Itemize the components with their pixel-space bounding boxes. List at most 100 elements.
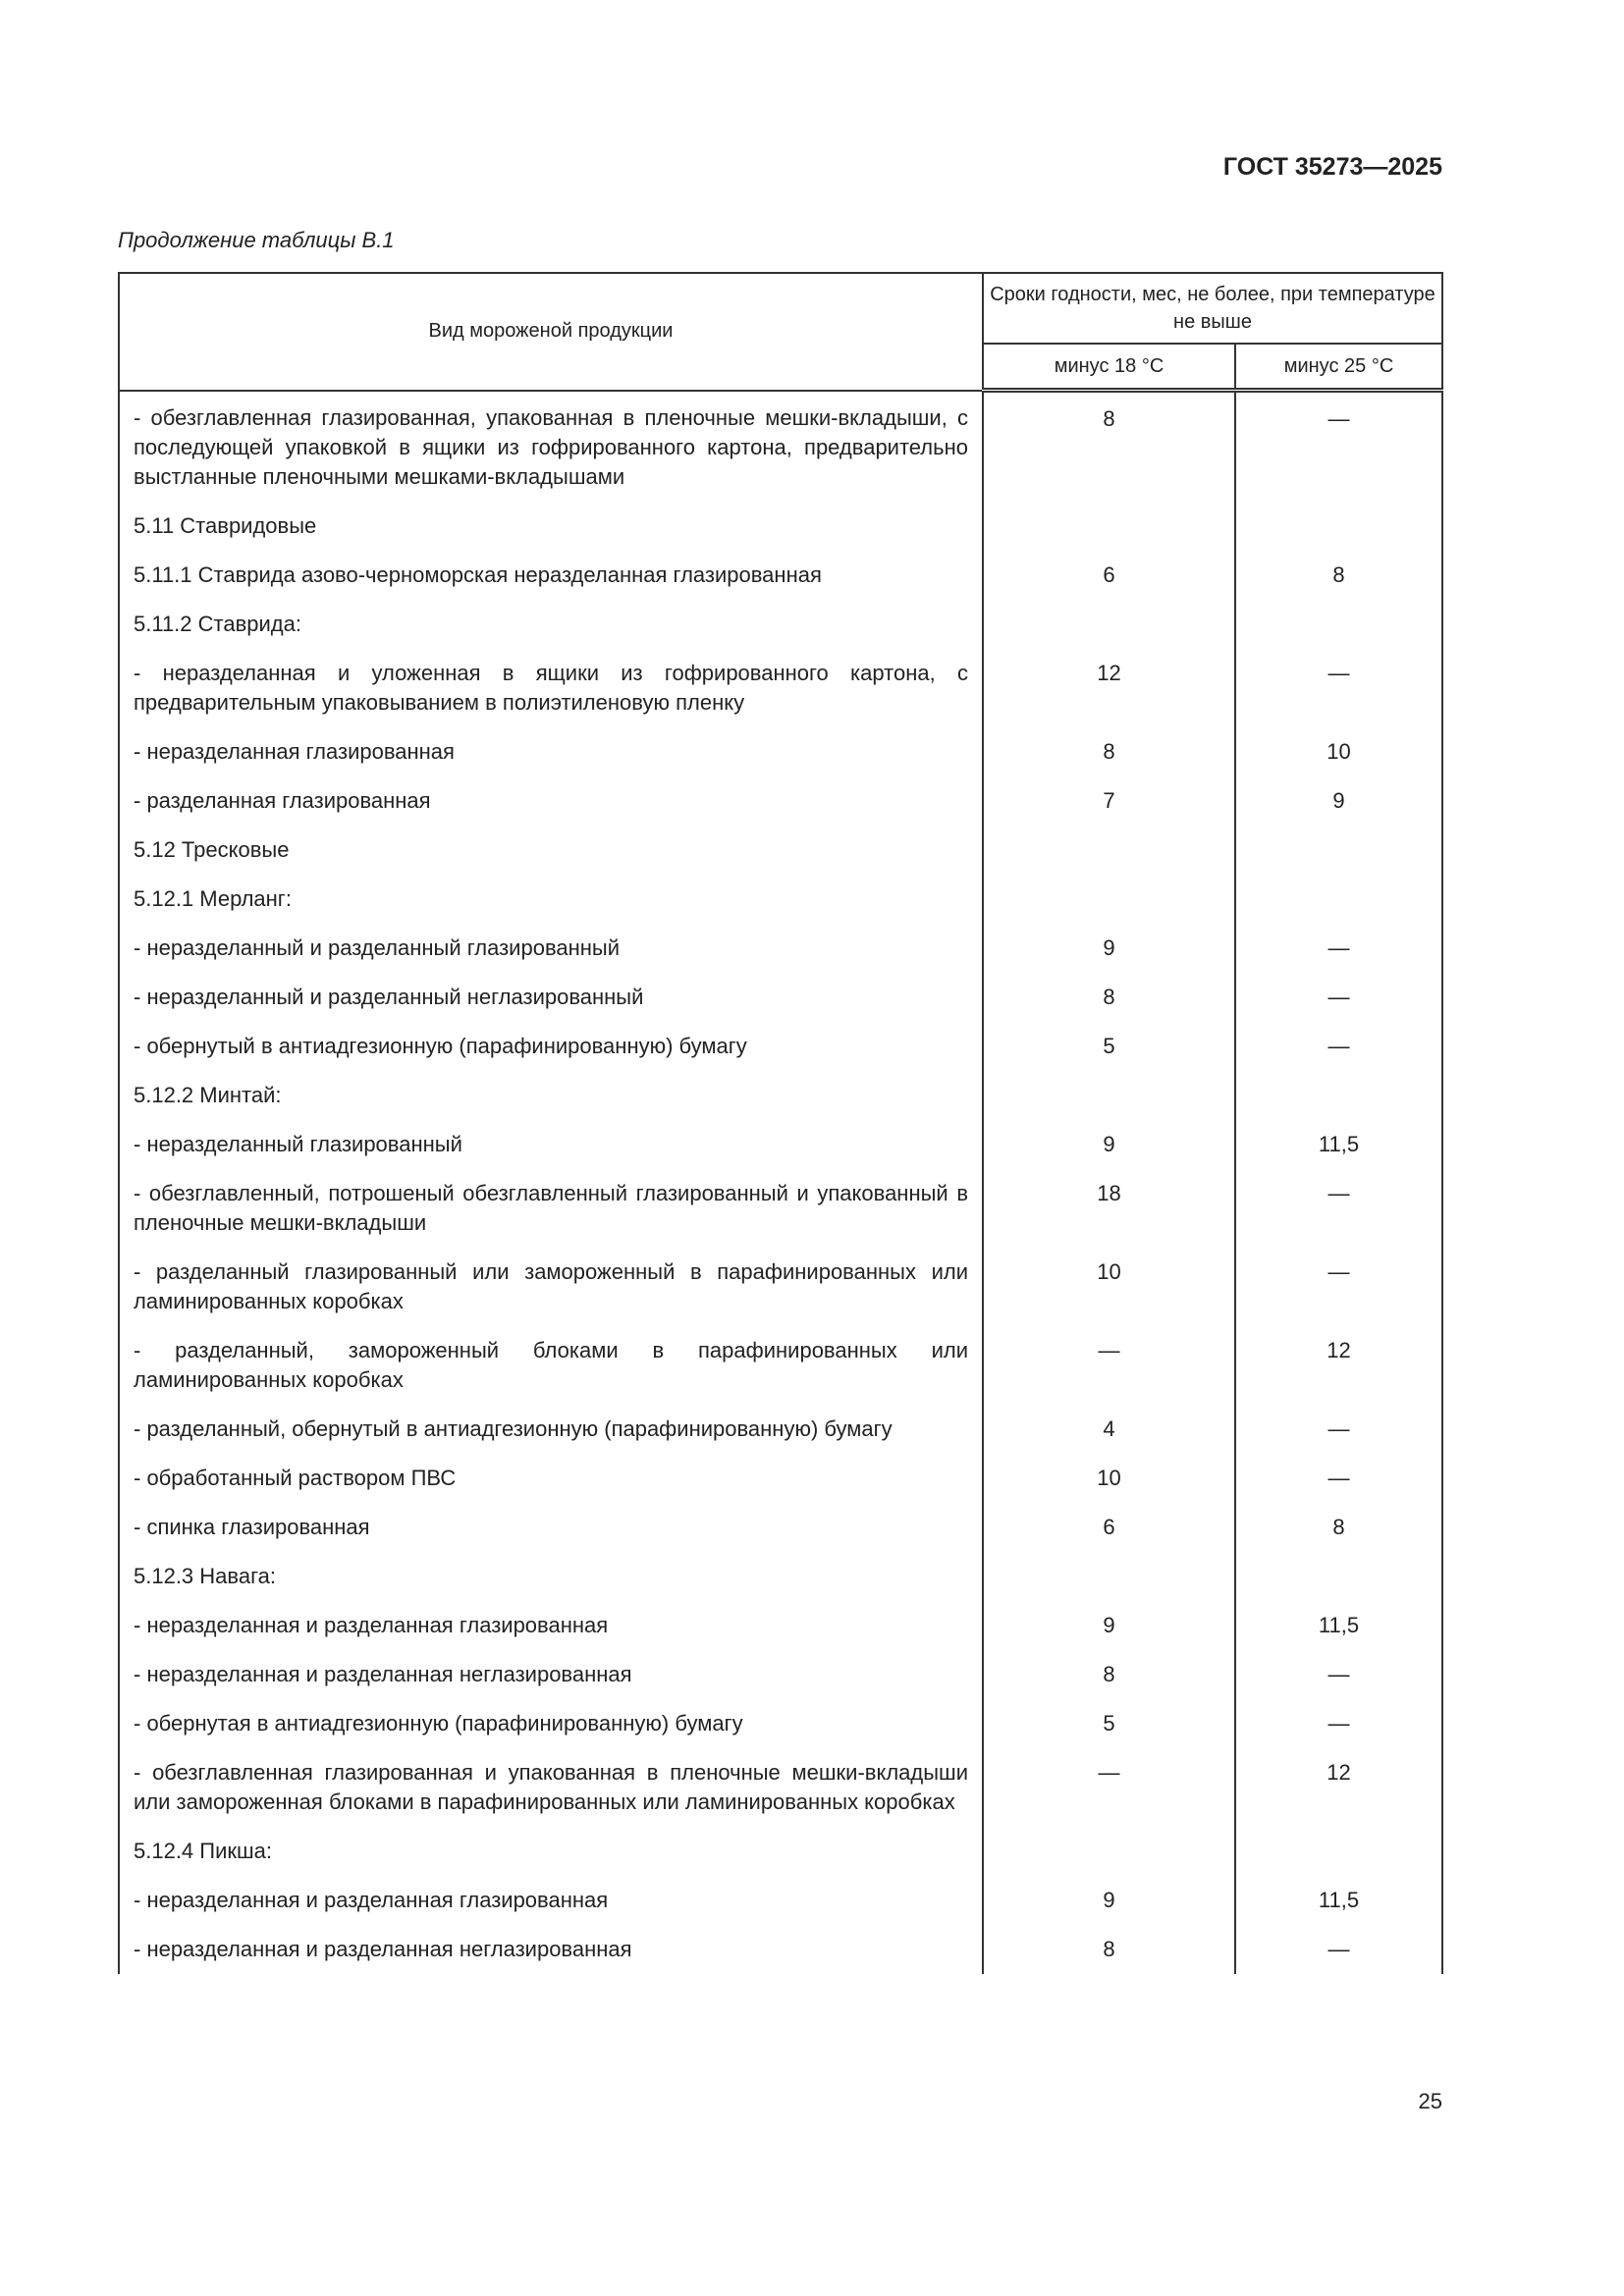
product-cell: - обработанный раствором ПВС — [118, 1453, 984, 1503]
product-cell: - разделанная глазированная — [118, 775, 984, 826]
minus18-cell — [982, 599, 1236, 649]
table-row: - обработанный раствором ПВС 10— — [118, 1453, 1443, 1503]
shelf-life-table: Вид мороженой продукции Сроки годности, … — [118, 272, 1443, 1974]
product-cell: - обернутый в антиадгезионную (парафинир… — [118, 1021, 984, 1071]
minus18-cell: 5 — [982, 1698, 1236, 1748]
minus25-cell: — — [1234, 1924, 1443, 1974]
product-cell: - разделанный глазированный или замороже… — [118, 1247, 984, 1326]
minus18-cell: 18 — [982, 1168, 1236, 1248]
minus25-cell — [1234, 1070, 1443, 1120]
table-row: 5.11.1 Ставрида азово-черноморская нераз… — [118, 550, 1443, 600]
product-cell: 5.12 Тресковые — [118, 825, 984, 875]
product-cell: - неразделанная и разделанная неглазиров… — [118, 1649, 984, 1699]
minus18-cell: 8 — [982, 1924, 1236, 1974]
minus18-cell: 8 — [982, 726, 1236, 776]
table-row: 5.12.2 Минтай: — [118, 1070, 1443, 1120]
product-cell: - обезглавленная глазированная, упакован… — [118, 390, 984, 502]
product-cell: - обезглавленная глазированная и упакова… — [118, 1747, 984, 1827]
table-caption: Продолжение таблицы В.1 — [118, 228, 395, 252]
minus18-cell: 6 — [982, 550, 1236, 600]
table-row: - неразделанная и уложенная в ящики из г… — [118, 648, 1443, 727]
product-cell: - неразделанная и уложенная в ящики из г… — [118, 648, 984, 727]
table-row: - обезглавленная глазированная и упакова… — [118, 1747, 1443, 1827]
header-product: Вид мороженой продукции — [118, 272, 984, 392]
table-row: - обернутая в антиадгезионную (парафинир… — [118, 1698, 1443, 1748]
minus25-cell: — — [1234, 1168, 1443, 1248]
minus18-cell — [982, 825, 1236, 875]
table-row: - неразделанная и разделанная глазирован… — [118, 1875, 1443, 1925]
minus18-cell: 6 — [982, 1502, 1236, 1552]
table-row: - неразделанная и разделанная неглазиров… — [118, 1649, 1443, 1699]
minus25-cell: 12 — [1234, 1325, 1443, 1405]
minus18-cell — [982, 501, 1236, 551]
table-row: - обезглавленный, потрошеный обезглавлен… — [118, 1168, 1443, 1248]
header-minus25: минус 25 °С — [1234, 343, 1443, 393]
minus18-cell: 8 — [982, 390, 1236, 502]
minus25-cell: — — [1234, 1247, 1443, 1326]
minus18-cell: — — [982, 1325, 1236, 1405]
product-cell: - разделанный, замороженный блоками в па… — [118, 1325, 984, 1405]
page-number: 25 — [1418, 2089, 1442, 2113]
minus18-cell: 9 — [982, 923, 1236, 973]
table-row: - разделанный, замороженный блоками в па… — [118, 1325, 1443, 1405]
minus25-cell: — — [1234, 1453, 1443, 1503]
minus18-cell: 8 — [982, 972, 1236, 1022]
minus25-cell: — — [1234, 1698, 1443, 1748]
header-minus18: минус 18 °С — [982, 343, 1236, 393]
product-cell: - спинка глазированная — [118, 1502, 984, 1552]
minus18-cell: 8 — [982, 1649, 1236, 1699]
minus18-cell: 4 — [982, 1404, 1236, 1454]
minus18-cell — [982, 1826, 1236, 1876]
product-cell: 5.11.2 Ставрида: — [118, 599, 984, 649]
minus25-cell — [1234, 874, 1443, 924]
product-cell: - неразделанная глазированная — [118, 726, 984, 776]
table-row: - разделанная глазированная 7 9 — [118, 775, 1443, 826]
document-id: ГОСТ 35273—2025 — [1222, 153, 1442, 181]
minus25-cell: — — [1234, 1404, 1443, 1454]
minus25-cell: 11,5 — [1234, 1875, 1443, 1925]
table-row: - обезглавленная глазированная, упакован… — [118, 390, 1443, 502]
minus25-cell: — — [1234, 972, 1443, 1022]
minus25-cell: — — [1234, 923, 1443, 973]
table-row: - неразделанная и разделанная неглазиров… — [118, 1924, 1443, 1974]
minus25-cell: 12 — [1234, 1747, 1443, 1827]
minus18-cell: 5 — [982, 1021, 1236, 1071]
minus18-cell — [982, 1070, 1236, 1120]
product-cell: - обернутая в антиадгезионную (парафинир… — [118, 1698, 984, 1748]
table-row: - разделанный глазированный или замороже… — [118, 1247, 1443, 1326]
minus18-cell: 9 — [982, 1119, 1236, 1169]
product-cell: 5.11 Ставридовые — [118, 501, 984, 551]
table-row: 5.12.3 Навага: — [118, 1551, 1443, 1601]
minus25-cell: 10 — [1234, 726, 1443, 776]
table-row: 5.12.4 Пикша: — [118, 1826, 1443, 1876]
minus18-cell — [982, 1551, 1236, 1601]
minus25-cell — [1234, 825, 1443, 875]
product-cell: - неразделанная и разделанная неглазиров… — [118, 1924, 984, 1974]
table-row: 5.12 Тресковые — [118, 825, 1443, 875]
minus25-cell: 11,5 — [1234, 1119, 1443, 1169]
minus18-cell: 10 — [982, 1247, 1236, 1326]
product-cell: - неразделанная и разделанная глазирован… — [118, 1875, 984, 1925]
minus25-cell — [1234, 1826, 1443, 1876]
product-cell: - обезглавленный, потрошеный обезглавлен… — [118, 1168, 984, 1248]
table-row: 5.11 Ставридовые — [118, 501, 1443, 551]
table-row: 5.11.2 Ставрида: — [118, 599, 1443, 649]
minus18-cell: 10 — [982, 1453, 1236, 1503]
table-row: - неразделанная и разделанная глазирован… — [118, 1600, 1443, 1650]
minus25-cell: 11,5 — [1234, 1600, 1443, 1650]
product-cell: 5.12.1 Мерланг: — [118, 874, 984, 924]
minus18-cell: 7 — [982, 775, 1236, 826]
minus18-cell: 9 — [982, 1875, 1236, 1925]
minus25-cell: — — [1234, 1021, 1443, 1071]
product-cell: 5.12.3 Навага: — [118, 1551, 984, 1601]
minus25-cell: 8 — [1234, 550, 1443, 600]
table-row: - разделанный, обернутый в антиадгезионн… — [118, 1404, 1443, 1454]
table-row: 5.12.1 Мерланг: — [118, 874, 1443, 924]
table-row: - спинка глазированная 6 8 — [118, 1502, 1443, 1552]
minus25-cell — [1234, 1551, 1443, 1601]
product-cell: 5.11.1 Ставрида азово-черноморская нераз… — [118, 550, 984, 600]
product-cell: 5.12.2 Минтай: — [118, 1070, 984, 1120]
product-cell: 5.12.4 Пикша: — [118, 1826, 984, 1876]
table-row: - неразделанный и разделанный глазирован… — [118, 923, 1443, 973]
